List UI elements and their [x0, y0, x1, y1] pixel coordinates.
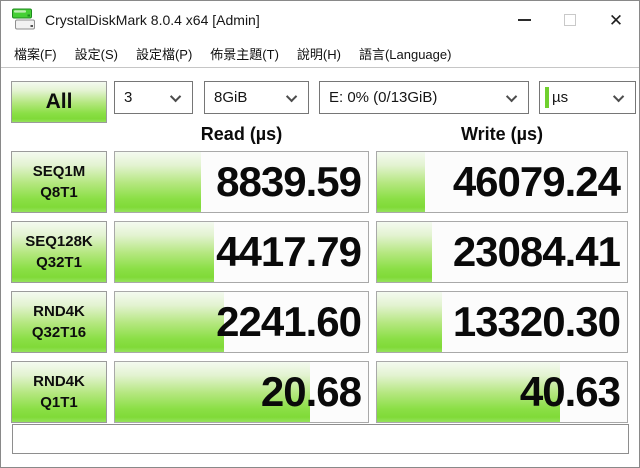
write-value: 23084.41: [452, 228, 621, 275]
test-config: Q32T16: [31, 324, 87, 341]
chevron-down-icon: [612, 90, 625, 102]
test-size-value: 8GiB: [214, 89, 248, 106]
test-config: Q1T1: [40, 394, 78, 411]
read-value: 2241.60: [216, 298, 362, 345]
result-bar: [115, 292, 224, 352]
text-cursor: [545, 87, 549, 108]
test-button-rnd4k-q32t16[interactable]: RND4K Q32T16: [11, 291, 107, 353]
window-controls: ✕: [501, 1, 639, 39]
titlebar: CrystalDiskMark 8.0.4 x64 [Admin] ✕: [1, 1, 639, 39]
close-button[interactable]: ✕: [593, 1, 639, 39]
test-config: Q8T1: [40, 184, 78, 201]
maximize-button[interactable]: [547, 1, 593, 39]
menu-item-profile[interactable]: 設定檔(P): [135, 46, 193, 62]
window-title: CrystalDiskMark 8.0.4 x64 [Admin]: [45, 12, 260, 28]
menu-item-file[interactable]: 檔案(F): [14, 46, 57, 62]
chevron-down-icon: [285, 90, 298, 102]
column-header-read: Read (µs): [200, 123, 283, 144]
write-result-cell: 46079.24: [376, 151, 628, 213]
result-bar: [115, 362, 310, 422]
result-bar: [377, 222, 432, 282]
minimize-button[interactable]: [501, 1, 547, 39]
test-name: SEQ128K: [25, 233, 93, 250]
run-all-button[interactable]: All: [11, 81, 107, 123]
test-name: RND4K: [33, 373, 85, 390]
menubar: 檔案(F) 設定(S) 設定檔(P) 佈景主題(T) 說明(H) 語言(Lang…: [1, 39, 639, 68]
write-value: 46079.24: [452, 158, 621, 205]
target-drive-select[interactable]: E: 0% (0/13GiB): [319, 81, 529, 114]
close-icon: ✕: [608, 10, 624, 30]
test-count-select[interactable]: 3: [114, 81, 193, 114]
test-button-rnd4k-q1t1[interactable]: RND4K Q1T1: [11, 361, 107, 423]
result-bar: [377, 362, 560, 422]
write-value: 40.63: [519, 368, 621, 415]
result-bar: [377, 152, 425, 212]
read-value: 4417.79: [216, 228, 362, 275]
read-value: 20.68: [260, 368, 362, 415]
results-grid: SEQ1M Q8T1 8839.59 46079.24 SEQ128K Q32T…: [11, 151, 631, 423]
test-name: RND4K: [33, 303, 85, 320]
write-result-cell: 13320.30: [376, 291, 628, 353]
test-size-select[interactable]: 8GiB: [204, 81, 309, 114]
minimize-icon: [517, 19, 531, 21]
result-row-seq1m-q8t1: SEQ1M Q8T1 8839.59 46079.24: [11, 151, 631, 213]
chevron-down-icon: [505, 90, 518, 102]
write-result-cell: 23084.41: [376, 221, 628, 283]
unit-value: µs: [552, 89, 569, 106]
menu-item-language[interactable]: 語言(Language): [358, 46, 452, 62]
maximize-icon: [564, 14, 576, 26]
read-result-cell: 4417.79: [114, 221, 369, 283]
read-value: 8839.59: [216, 158, 362, 205]
test-count-value: 3: [124, 89, 133, 106]
menu-item-settings[interactable]: 設定(S): [74, 46, 118, 62]
result-bar: [115, 152, 202, 212]
result-row-rnd4k-q32t16: RND4K Q32T16 2241.60 13320.30: [11, 291, 631, 353]
menu-item-help[interactable]: 說明(H): [296, 46, 341, 62]
result-row-seq128k-q32t1: SEQ128K Q32T1 4417.79 23084.41: [11, 221, 631, 283]
menu-item-theme[interactable]: 佈景主題(T): [210, 46, 279, 62]
test-button-seq128k-q32t1[interactable]: SEQ128K Q32T1: [11, 221, 107, 283]
read-result-cell: 8839.59: [114, 151, 369, 213]
test-button-seq1m-q8t1[interactable]: SEQ1M Q8T1: [11, 151, 107, 213]
chevron-down-icon: [169, 90, 182, 102]
test-name: SEQ1M: [32, 163, 86, 180]
read-result-cell: 20.68: [114, 361, 369, 423]
column-header-write: Write (µs): [460, 123, 544, 144]
result-row-rnd4k-q1t1: RND4K Q1T1 20.68 40.63: [11, 361, 631, 423]
target-drive-value: E: 0% (0/13GiB): [329, 89, 438, 106]
result-bar: [115, 222, 214, 282]
app-icon: [12, 8, 35, 30]
write-result-cell: 40.63: [376, 361, 628, 423]
unit-select[interactable]: µs: [539, 81, 636, 114]
result-bar: [377, 292, 442, 352]
comment-field[interactable]: [12, 424, 629, 454]
read-result-cell: 2241.60: [114, 291, 369, 353]
write-value: 13320.30: [452, 298, 621, 345]
test-config: Q32T1: [36, 254, 82, 271]
